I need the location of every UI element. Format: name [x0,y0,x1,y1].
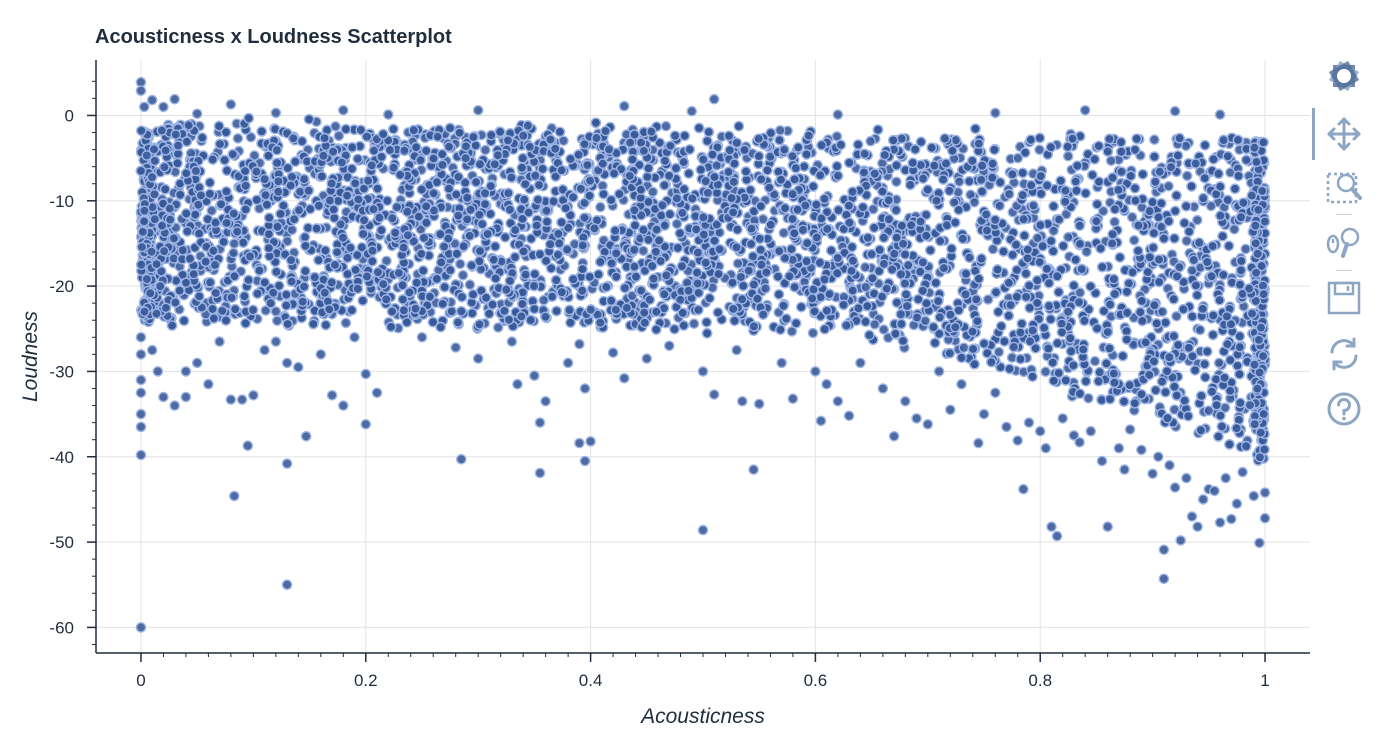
data-point [1006,352,1018,363]
data-point [249,150,260,161]
data-point [859,261,871,273]
data-point [1032,232,1043,244]
data-point [688,318,700,330]
data-point [958,342,970,354]
data-point [595,201,606,213]
data-point [868,203,879,215]
data-point [271,315,283,327]
data-point [260,305,272,316]
data-point [558,135,569,147]
data-point [1105,155,1117,167]
data-point [1169,404,1180,415]
data-point [206,205,217,216]
data-point [1012,152,1024,164]
data-point [228,238,240,249]
data-point [660,120,672,132]
data-point [245,131,257,143]
data-point [807,327,819,339]
data-point [1062,150,1074,162]
data-point [1063,231,1074,243]
data-point [286,224,298,236]
data-point [228,247,239,259]
data-point [760,283,771,294]
data-point [1089,355,1101,367]
data-point [1097,205,1109,217]
data-point [1028,200,1039,211]
data-point [1171,310,1182,322]
data-point [1149,134,1160,145]
data-point [1126,211,1138,223]
data-point [352,153,364,165]
data-point [538,294,550,306]
data-point [1156,221,1167,233]
data-point [454,258,466,270]
data-point [831,131,843,142]
data-point [969,196,980,208]
data-point [869,319,881,330]
data-point [457,269,469,281]
data-point [1163,180,1174,192]
data-point [671,218,683,230]
data-point [948,197,960,208]
data-point [1081,246,1092,258]
data-point [993,346,1005,358]
data-point [1034,144,1045,156]
data-point [579,197,590,209]
data-point [1194,324,1206,336]
data-point [330,121,341,132]
data-point [638,245,649,257]
data-point [732,258,744,269]
data-point [1213,357,1225,369]
data-point [1203,405,1214,417]
data-point [381,255,392,267]
data-point [281,235,293,247]
data-point [711,160,723,171]
data-point [333,130,345,142]
data-point [480,144,491,156]
data-point [1192,214,1203,226]
data-point [340,317,352,329]
data-point [1003,188,1015,200]
data-point [865,135,876,147]
data-points [135,76,1271,633]
data-point [1240,243,1251,255]
data-point [774,125,786,136]
data-point [1128,234,1140,246]
data-point [1181,235,1192,247]
data-point [1157,306,1168,318]
chart-title: Acousticness x Loudness Scatterplot [95,26,452,48]
data-point [270,306,282,317]
data-point [987,243,999,255]
data-point [786,326,798,337]
data-point [982,294,994,305]
data-point [891,176,902,188]
data-point [232,133,244,144]
data-point [299,231,311,243]
data-point [954,176,965,187]
data-point [1205,200,1217,212]
data-point [464,279,476,291]
data-point [1083,392,1094,404]
data-point [647,186,659,198]
data-point [994,200,1006,212]
data-point [1181,170,1193,182]
data-point [1048,225,1059,237]
data-point [860,281,872,293]
data-point [492,322,504,333]
data-point [896,133,908,144]
data-point [878,324,890,335]
data-point [1040,366,1051,378]
data-point [1229,223,1240,235]
